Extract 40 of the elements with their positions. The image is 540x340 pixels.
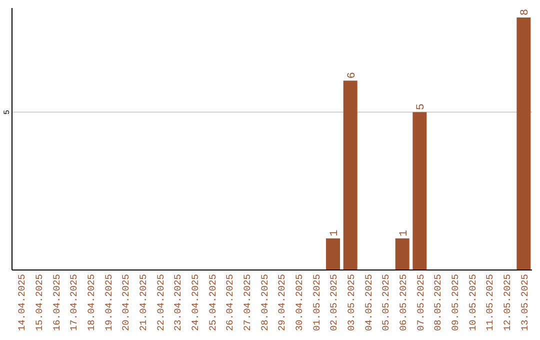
- x-tick-label: 12.05.2025: [502, 274, 513, 332]
- x-tick-label: 11.05.2025: [484, 274, 496, 332]
- x-tick-label: 15.04.2025: [34, 274, 45, 332]
- x-tick-label: 30.04.2025: [294, 274, 305, 332]
- x-tick-label: 28.04.2025: [259, 274, 270, 332]
- x-tick-label: 03.05.2025: [346, 274, 357, 332]
- x-tick-label: 22.04.2025: [155, 274, 166, 332]
- x-tick-label: 19.04.2025: [103, 274, 114, 332]
- x-tick-label: 09.05.2025: [450, 274, 461, 332]
- x-tick-label: 21.04.2025: [138, 274, 149, 332]
- x-tick-label: 10.05.2025: [467, 274, 478, 332]
- x-tick-label: 06.05.2025: [398, 274, 409, 332]
- x-tick-label: 14.04.2025: [16, 274, 28, 332]
- x-tick-label: 04.05.2025: [363, 274, 374, 332]
- bar: [395, 238, 410, 270]
- data-label: 1: [329, 229, 341, 236]
- x-tick-label: 18.04.2025: [86, 274, 97, 332]
- x-tick-label: 07.05.2025: [415, 274, 426, 332]
- x-tick-label: 26.04.2025: [224, 274, 236, 332]
- x-tick-label: 17.04.2025: [68, 274, 80, 332]
- bar: [326, 238, 340, 270]
- bar: [412, 112, 427, 270]
- x-tick-label: 23.04.2025: [172, 274, 184, 332]
- data-label: 6: [346, 72, 358, 79]
- x-tick-label: 20.04.2025: [120, 274, 132, 332]
- x-tick-label: 08.05.2025: [432, 274, 444, 332]
- x-tick-label: 13.05.2025: [519, 274, 530, 332]
- x-tick-label: 02.05.2025: [328, 274, 340, 332]
- x-tick-label: 25.04.2025: [207, 274, 218, 332]
- data-label: 5: [416, 104, 428, 110]
- bar: [343, 80, 358, 270]
- x-tick-label: 05.05.2025: [380, 274, 392, 332]
- x-tick-label: 16.04.2025: [51, 274, 62, 332]
- bar: [516, 17, 531, 270]
- data-label: 8: [520, 8, 532, 16]
- x-tick-label: 24.04.2025: [190, 274, 201, 332]
- x-tick-label: 01.05.2025: [311, 274, 322, 332]
- x-tick-label: 27.04.2025: [242, 274, 253, 332]
- data-label: 1: [398, 229, 410, 236]
- x-tick-label: 29.04.2025: [276, 274, 288, 332]
